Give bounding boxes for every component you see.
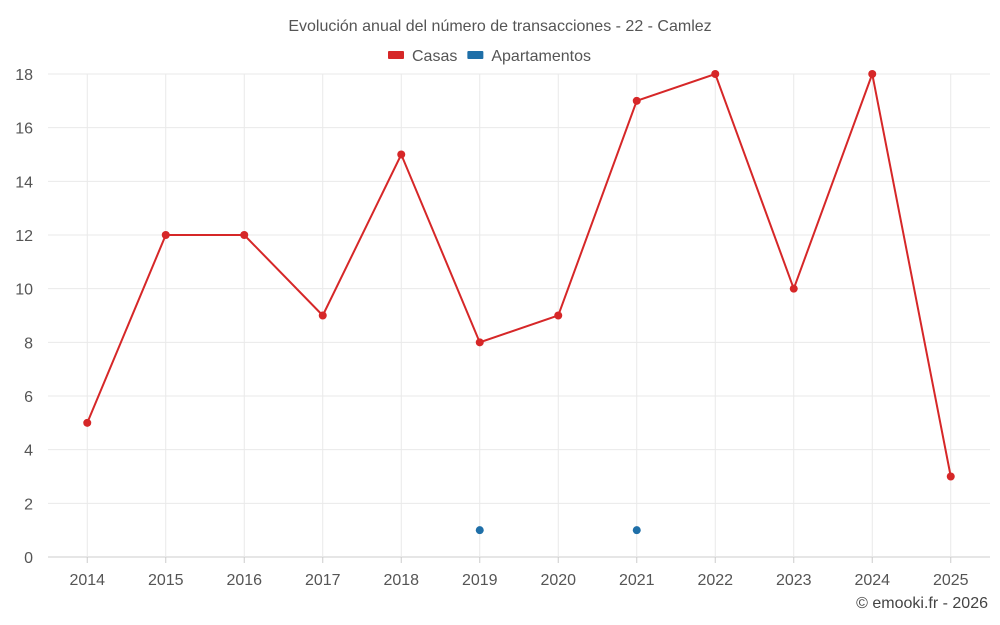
data-point-casas-2016[interactable] <box>240 231 249 239</box>
x-tick-label: 2017 <box>305 572 341 589</box>
legend-item-casas[interactable]: Casas <box>388 48 457 65</box>
series-line-casas <box>86 70 952 477</box>
y-tick-label: 6 <box>24 389 33 406</box>
y-tick-label: 2 <box>24 496 33 513</box>
y-tick-label: 10 <box>15 282 33 299</box>
data-point-apartamentos-2021[interactable] <box>632 526 641 535</box>
chart-title: Evolución anual del número de transaccio… <box>288 18 711 35</box>
y-tick-label: 12 <box>15 228 33 245</box>
data-point-casas-2022[interactable] <box>711 70 720 78</box>
y-tick-label: 14 <box>15 174 33 191</box>
legend-label: Casas <box>412 48 457 65</box>
y-tick-label: 8 <box>24 335 33 352</box>
data-point-casas-2017[interactable] <box>318 311 327 320</box>
data-point-casas-2023[interactable] <box>789 284 798 293</box>
x-tick-label: 2018 <box>383 572 419 589</box>
x-tick-label: 2019 <box>462 572 498 589</box>
series-layer <box>83 70 955 535</box>
data-point-casas-2021[interactable] <box>632 96 641 105</box>
x-tick-label: 2022 <box>697 572 733 589</box>
x-tick-label: 2024 <box>854 572 890 589</box>
y-axis: 0 2 4 6 8 10 12 14 16 18 <box>15 67 33 567</box>
y-tick-label: 18 <box>15 67 33 84</box>
x-axis: 2014 2015 2016 2017 2018 2019 2020 2021 2022 2023… <box>69 572 968 589</box>
x-tick-label: 2014 <box>69 572 105 589</box>
copyright-footer: © emooki.fr - 2026 <box>856 595 988 612</box>
x-tick-label: 2021 <box>619 572 655 589</box>
x-tick-label: 2023 <box>776 572 812 589</box>
x-tick-label: 2015 <box>148 572 184 589</box>
y-tick-label: 16 <box>15 121 33 138</box>
x-tick-label: 2016 <box>226 572 262 589</box>
legend[interactable]: Casas Apartamentos <box>388 48 591 65</box>
legend-label: Apartamentos <box>491 48 591 65</box>
data-point-casas-2020[interactable] <box>554 311 563 320</box>
legend-swatch <box>467 51 484 59</box>
data-point-apartamentos-2019[interactable] <box>475 526 484 535</box>
data-point-casas-2019[interactable] <box>475 338 484 347</box>
data-point-casas-2015[interactable] <box>161 231 170 239</box>
x-tick-label: 2025 <box>933 572 969 589</box>
data-point-casas-2014[interactable] <box>83 418 92 427</box>
x-tick-label: 2020 <box>540 572 576 589</box>
legend-swatch <box>388 51 404 59</box>
data-point-casas-2018[interactable] <box>397 150 406 159</box>
data-point-casas-2025[interactable] <box>946 472 955 481</box>
data-point-casas-2024[interactable] <box>868 70 877 78</box>
grid <box>48 73 990 563</box>
y-tick-label: 4 <box>24 443 33 460</box>
legend-item-apartamentos[interactable]: Apartamentos <box>467 48 591 65</box>
y-tick-label: 0 <box>24 550 33 567</box>
